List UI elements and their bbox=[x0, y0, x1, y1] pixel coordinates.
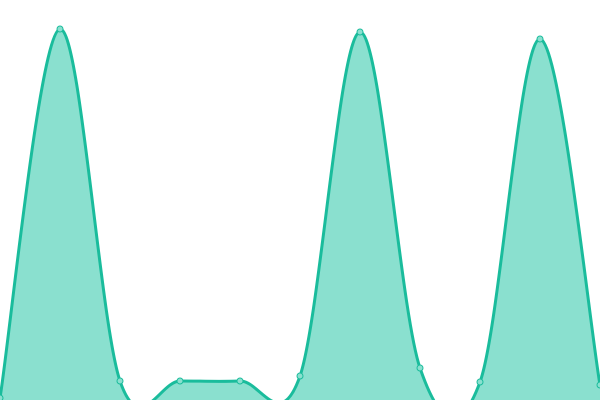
data-point bbox=[356, 28, 364, 36]
area-fill bbox=[0, 28, 600, 400]
data-point bbox=[56, 25, 64, 33]
data-point bbox=[476, 378, 484, 386]
series-line bbox=[0, 27, 600, 400]
data-points bbox=[0, 25, 600, 400]
data-point bbox=[596, 381, 600, 389]
data-point bbox=[236, 377, 244, 385]
data-point bbox=[536, 35, 544, 43]
data-point bbox=[0, 394, 4, 400]
data-point bbox=[296, 372, 304, 380]
data-point bbox=[176, 377, 184, 385]
data-point bbox=[116, 377, 124, 385]
data-point bbox=[416, 364, 424, 372]
